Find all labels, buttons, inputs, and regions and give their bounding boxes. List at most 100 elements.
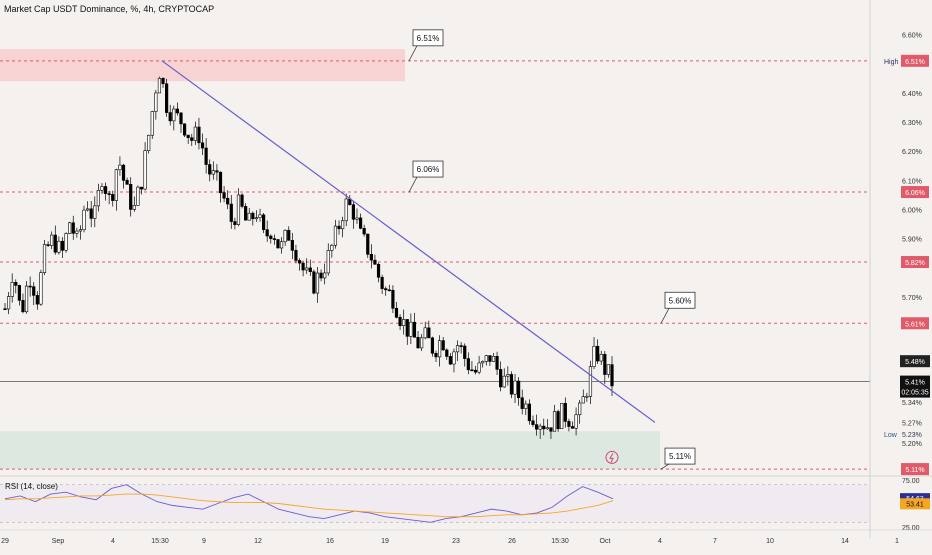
rsi-band [0,484,870,523]
candle-body [161,77,165,85]
candle-body [369,253,373,261]
candle-body [240,194,244,207]
candle-body [358,217,363,229]
candle-body [96,190,100,207]
candle-body [610,364,614,387]
candle-body [297,260,302,264]
candle-body [226,197,230,205]
candle-body [71,222,75,234]
candle-body [427,327,431,339]
candle-body [118,164,122,171]
candle-body [6,296,11,310]
candle-body [193,126,197,141]
candle-body [344,198,348,222]
candle-body [606,364,611,375]
candle-body [574,414,578,429]
candle-body [455,345,460,353]
candle-body [233,221,237,225]
candle-body [351,204,355,220]
level-price-tag-text: 6.06% [905,190,925,197]
candle-body [50,234,54,246]
candle-body [599,353,603,362]
candle-body [294,250,298,261]
candle-body [60,240,65,251]
chart-title: Market Cap USDT Dominance, %, 4h, CRYPTO… [4,4,214,14]
candle-body [64,233,68,251]
rsi-line [4,484,614,523]
candle-body [168,112,172,122]
event-marker-icon[interactable] [605,450,619,464]
level-price-tag-text: 5.82% [905,260,925,267]
candle-body [366,233,370,255]
candle-body [68,222,72,234]
candle-body [100,186,104,191]
candle-body [549,427,553,432]
candle-body [552,411,557,432]
candle-body [10,281,14,297]
price-tick-label: 6.20% [902,149,922,156]
candle-body [355,217,359,220]
candle-body [75,230,79,234]
candle-body [132,205,136,210]
candle-body [441,340,445,351]
candle-body [509,374,514,395]
candle-body [337,225,341,230]
time-tick-label: 7 [713,538,717,545]
candle-body [121,164,126,181]
candle-body [147,134,151,151]
candle-body [473,369,478,373]
candle-body [534,424,539,430]
candle-body [305,267,309,271]
time-tick-label: 1 [895,538,899,545]
price-tag-label: Low [884,432,898,439]
trendline[interactable] [161,60,656,423]
time-tick-label: 9 [202,538,206,545]
candle-body [452,351,456,365]
time-tick-label: 29 [1,538,9,545]
candle-body [283,229,287,243]
level-price-tag [901,317,929,330]
candle-body [175,108,180,114]
candle-body [373,259,377,265]
candle-body [218,171,223,194]
candle-body [448,356,452,365]
level-price-tag-text: 6.51% [905,59,925,66]
level-price-tag [901,256,929,269]
candle-body [35,295,39,305]
candle-body [200,142,205,149]
candle-body [17,285,21,301]
candle-body [14,281,18,286]
candle-body [394,307,399,318]
price-tag-box [900,355,930,368]
price-tick-label: 5.34% [902,400,922,407]
time-tick-label: Oct [600,538,611,545]
candle-body [154,92,158,112]
candle-body [229,203,233,222]
candle-body [111,194,115,201]
candle-body [502,375,506,388]
candle-body [247,212,251,221]
level-callout [664,447,696,465]
candle-body [491,356,496,362]
candle-body [139,186,144,190]
candle-body [197,126,201,144]
level-price-tag [901,54,929,67]
price-tag-value: 5.48% [905,359,925,366]
candle-body [276,239,280,249]
candle-body [269,235,273,239]
candle-body [513,380,517,395]
time-tick-label: 14 [841,538,849,545]
candle-body [420,337,424,349]
candle-body [592,345,596,367]
candle-body [222,192,226,199]
candle-body [466,358,470,371]
candle-body [165,83,169,113]
price-tick-label: 6.10% [902,178,922,185]
candle-body [499,369,503,388]
candle-body [279,241,284,249]
price-tick-label: 5.90% [902,237,922,244]
candle-body [262,214,266,230]
candle-body [182,123,187,136]
